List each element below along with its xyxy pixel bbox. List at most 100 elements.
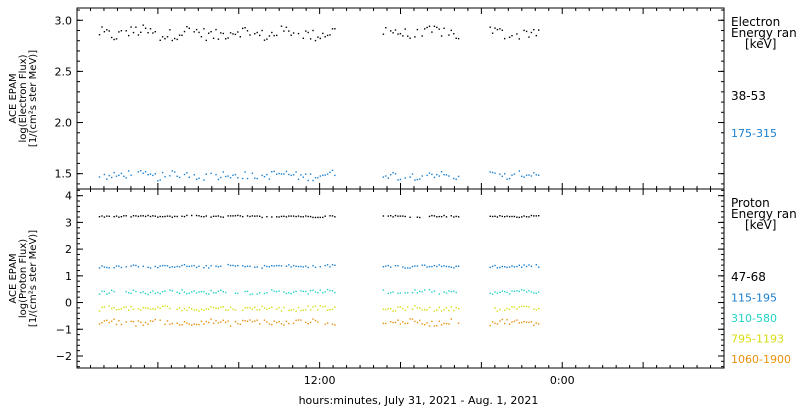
data-point xyxy=(508,266,511,268)
data-point xyxy=(159,265,161,267)
data-point xyxy=(424,28,426,30)
data-point xyxy=(448,309,450,312)
data-point xyxy=(263,264,266,267)
data-point xyxy=(210,318,212,320)
data-point xyxy=(210,265,212,267)
data-point xyxy=(501,175,503,177)
data-point xyxy=(123,175,125,177)
data-point xyxy=(521,321,523,324)
data-point xyxy=(419,216,421,219)
data-point xyxy=(499,266,501,269)
data-point xyxy=(108,215,110,217)
data-point xyxy=(382,289,385,291)
data-point xyxy=(103,173,106,176)
data-point xyxy=(125,321,127,323)
data-point xyxy=(533,215,535,217)
data-point xyxy=(225,291,227,294)
data-point xyxy=(232,174,234,176)
data-point xyxy=(98,267,101,269)
data-point xyxy=(414,305,416,307)
data-point xyxy=(157,291,159,294)
data-point xyxy=(103,306,106,308)
data-point xyxy=(407,292,409,294)
data-point xyxy=(433,215,436,217)
data-point xyxy=(106,293,108,295)
data-point xyxy=(283,324,285,326)
data-point xyxy=(205,215,207,217)
legend-entry: 38-53 xyxy=(731,89,766,103)
data-point xyxy=(135,325,137,327)
data-point xyxy=(186,26,188,28)
data-point xyxy=(407,306,409,308)
data-point xyxy=(266,216,268,218)
data-point xyxy=(128,170,130,172)
data-point xyxy=(538,29,540,31)
data-point xyxy=(251,172,254,174)
data-point xyxy=(309,215,312,218)
data-point xyxy=(399,323,402,325)
data-point xyxy=(329,266,331,268)
data-point xyxy=(399,33,402,35)
data-point xyxy=(217,307,220,310)
data-point xyxy=(533,324,535,326)
data-point xyxy=(276,321,278,324)
data-point xyxy=(329,309,331,311)
data-point xyxy=(317,36,319,38)
data-point xyxy=(176,265,178,268)
data-point xyxy=(212,37,215,39)
data-point xyxy=(208,321,210,324)
data-point xyxy=(499,215,501,217)
data-point xyxy=(322,216,324,219)
data-point xyxy=(414,320,416,323)
data-point xyxy=(419,290,421,293)
data-point xyxy=(181,289,183,291)
data-point xyxy=(496,292,499,294)
data-point xyxy=(222,171,224,173)
data-point xyxy=(292,174,295,176)
data-point xyxy=(280,215,283,218)
data-point xyxy=(188,27,190,29)
data-point xyxy=(489,215,491,217)
data-point xyxy=(523,264,525,266)
data-point xyxy=(144,215,147,218)
data-point xyxy=(312,318,314,320)
data-point xyxy=(305,173,307,175)
data-point xyxy=(106,319,108,321)
data-point xyxy=(130,306,132,308)
data-point xyxy=(305,30,307,32)
data-point xyxy=(421,35,423,37)
data-point xyxy=(273,290,275,292)
data-point xyxy=(496,323,499,325)
data-point xyxy=(302,290,304,293)
data-point xyxy=(501,29,503,31)
data-point xyxy=(280,173,283,175)
data-point xyxy=(523,29,525,32)
data-point xyxy=(234,33,237,36)
data-point xyxy=(217,215,220,217)
data-point xyxy=(220,32,222,34)
data-point xyxy=(302,216,304,218)
data-point xyxy=(399,215,402,217)
y-axis-title-line: [1/(cm²s ster MeV)] xyxy=(28,50,39,147)
data-point xyxy=(164,38,166,40)
data-point xyxy=(208,308,210,310)
data-point xyxy=(518,306,520,308)
data-point xyxy=(489,324,491,327)
y-tick-label: 3 xyxy=(65,216,72,229)
data-point xyxy=(508,323,511,325)
data-point xyxy=(237,177,239,179)
data-point xyxy=(215,307,217,310)
data-point xyxy=(288,30,290,32)
data-point xyxy=(137,266,140,268)
data-point xyxy=(326,264,329,266)
data-point xyxy=(438,28,440,30)
data-point xyxy=(292,308,295,311)
data-point xyxy=(220,176,222,179)
data-point xyxy=(494,264,496,267)
data-point xyxy=(448,34,450,36)
data-point xyxy=(329,215,331,217)
data-point xyxy=(411,292,414,294)
data-point xyxy=(390,30,392,32)
data-point xyxy=(453,177,455,180)
